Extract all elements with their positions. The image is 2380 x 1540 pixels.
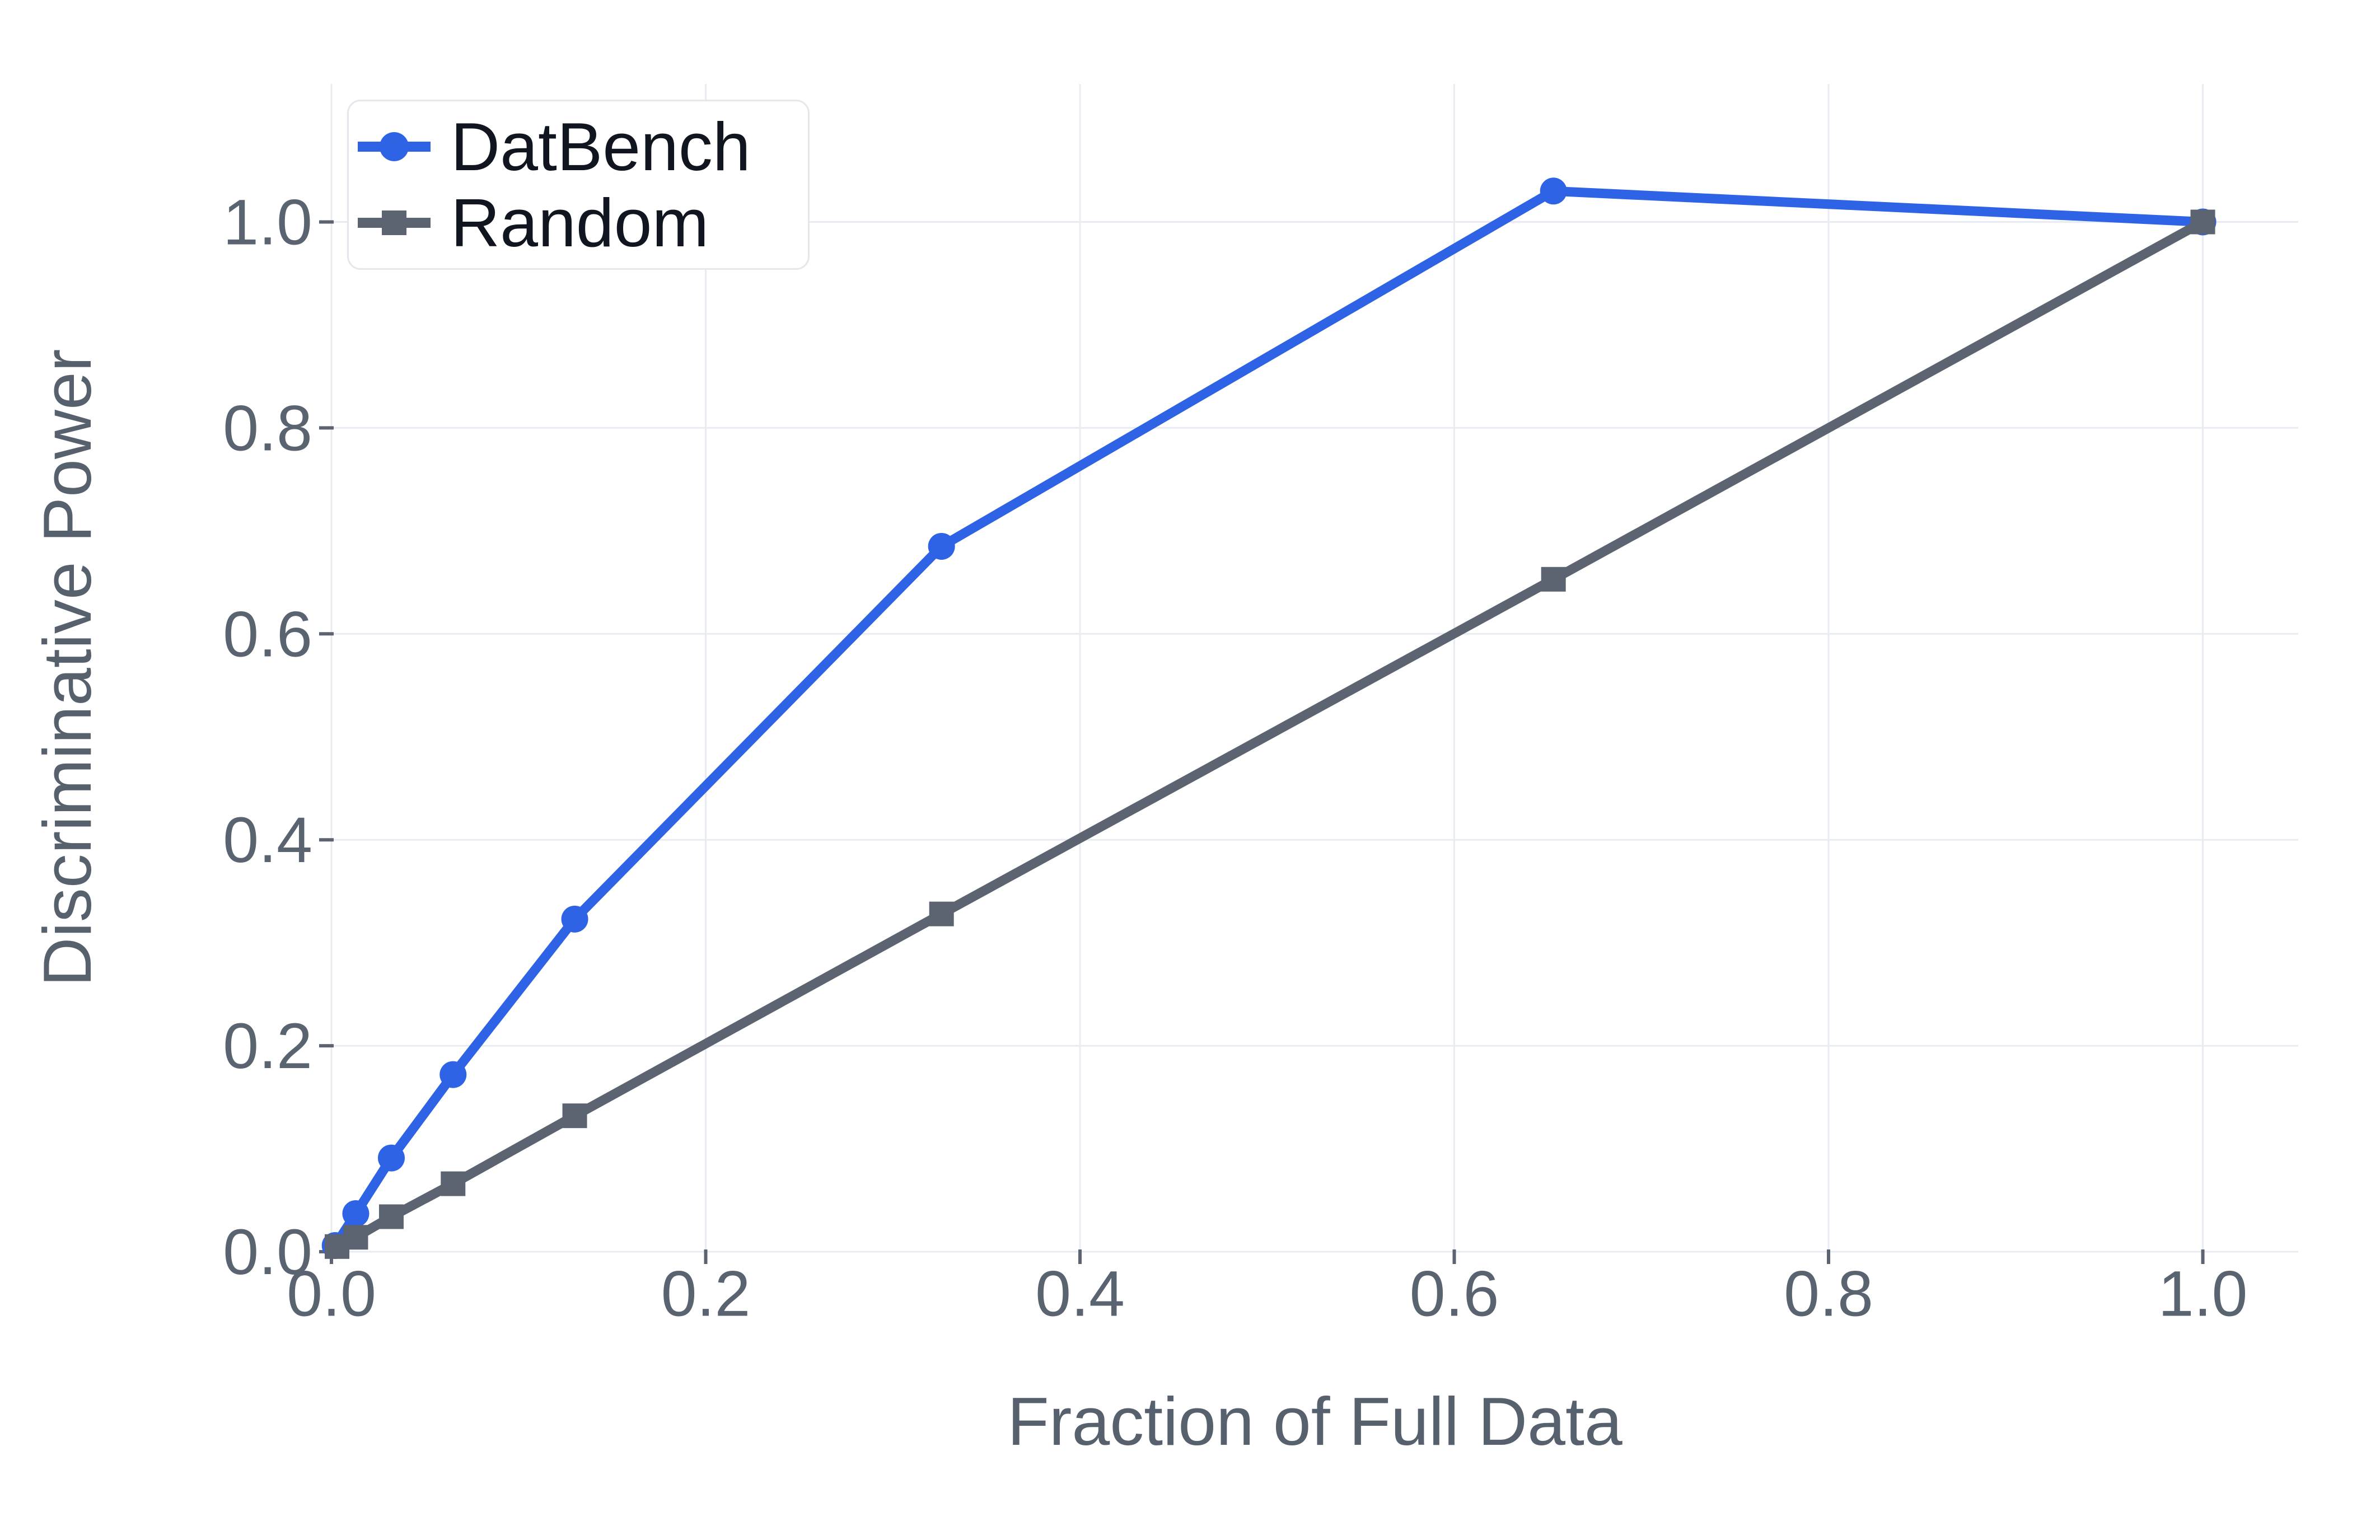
x-axis-title: Fraction of Full Data xyxy=(1007,1383,1622,1459)
data-point-random xyxy=(441,1171,466,1196)
datbench-line-circle-icon xyxy=(358,132,431,161)
series-line-random xyxy=(335,218,2205,1251)
y-tick-label: 0.8 xyxy=(223,392,312,464)
y-tick-label: 0.0 xyxy=(223,1216,312,1288)
legend: DatBench Random xyxy=(347,100,810,270)
x-tick-label: 0.6 xyxy=(1410,1258,1499,1330)
data-point-random xyxy=(2190,209,2215,235)
data-point-datbench xyxy=(1540,177,1567,205)
data-point-random xyxy=(929,901,954,926)
legend-label-datbench: DatBench xyxy=(451,109,751,185)
data-point-random xyxy=(562,1103,587,1129)
x-tick-label: 0.4 xyxy=(1035,1258,1125,1330)
legend-label-random: Random xyxy=(451,185,709,261)
data-point-datbench xyxy=(377,1144,405,1172)
y-tick-label: 0.2 xyxy=(223,1010,312,1082)
x-tick-label: 1.0 xyxy=(2158,1258,2248,1330)
y-tick-label: 0.4 xyxy=(223,804,312,876)
x-tick-label: 0.2 xyxy=(661,1258,751,1330)
data-point-random xyxy=(343,1225,368,1250)
y-tick-label: 1.0 xyxy=(223,186,312,258)
data-point-datbench xyxy=(561,905,588,933)
random-line-square-icon xyxy=(358,210,431,235)
data-point-datbench xyxy=(439,1061,467,1088)
data-point-datbench xyxy=(342,1200,370,1227)
y-axis-title: Discriminative Power xyxy=(29,349,105,987)
series-line-datbench xyxy=(331,186,2203,1248)
data-point-random xyxy=(378,1204,404,1229)
data-point-random xyxy=(1541,567,1566,592)
legend-item-datbench: DatBench xyxy=(349,110,808,183)
x-tick-label: 0.8 xyxy=(1784,1258,1873,1330)
x-tick-label: 0.0 xyxy=(287,1258,376,1330)
y-tick-label: 0.6 xyxy=(223,598,312,670)
data-point-datbench xyxy=(928,532,955,560)
legend-item-random: Random xyxy=(349,186,808,259)
